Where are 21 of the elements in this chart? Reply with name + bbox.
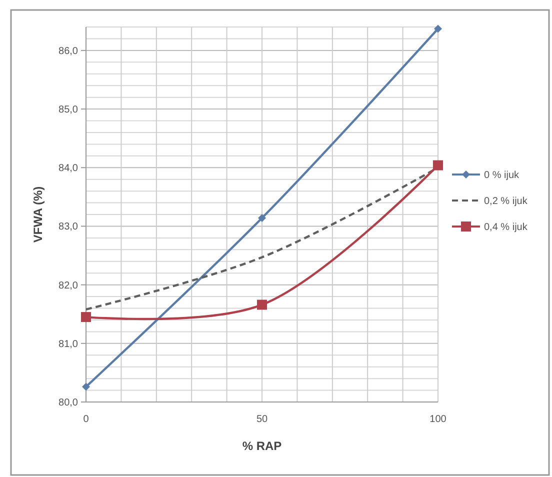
point xyxy=(434,24,442,33)
point xyxy=(82,382,90,391)
point xyxy=(258,214,266,222)
y-axis-title: VFWA (%) xyxy=(31,186,45,243)
x-tick-label: 50 xyxy=(256,414,268,425)
y-tick-label: 83,0 xyxy=(58,222,78,233)
y-tick-label: 85,0 xyxy=(58,104,78,116)
x-axis-title: % RAP xyxy=(242,439,282,453)
legend-label: 0 % ijuk xyxy=(484,170,520,181)
point xyxy=(257,300,267,310)
legend-label: 0,4 % ijuk xyxy=(484,222,528,233)
y-tick-label: 80,0 xyxy=(58,398,78,408)
y-tick-label: 82,0 xyxy=(58,280,78,292)
y-tick-label: 86,0 xyxy=(58,46,78,57)
legend-label: 0,2 % ijuk xyxy=(484,196,528,207)
y-tick-label: 81,0 xyxy=(58,338,78,350)
point xyxy=(433,160,443,170)
x-tick-label: 0 xyxy=(83,414,90,425)
point xyxy=(81,312,91,322)
x-tick-label: 100 xyxy=(430,414,447,425)
y-tick-label: 84,0 xyxy=(58,163,78,174)
